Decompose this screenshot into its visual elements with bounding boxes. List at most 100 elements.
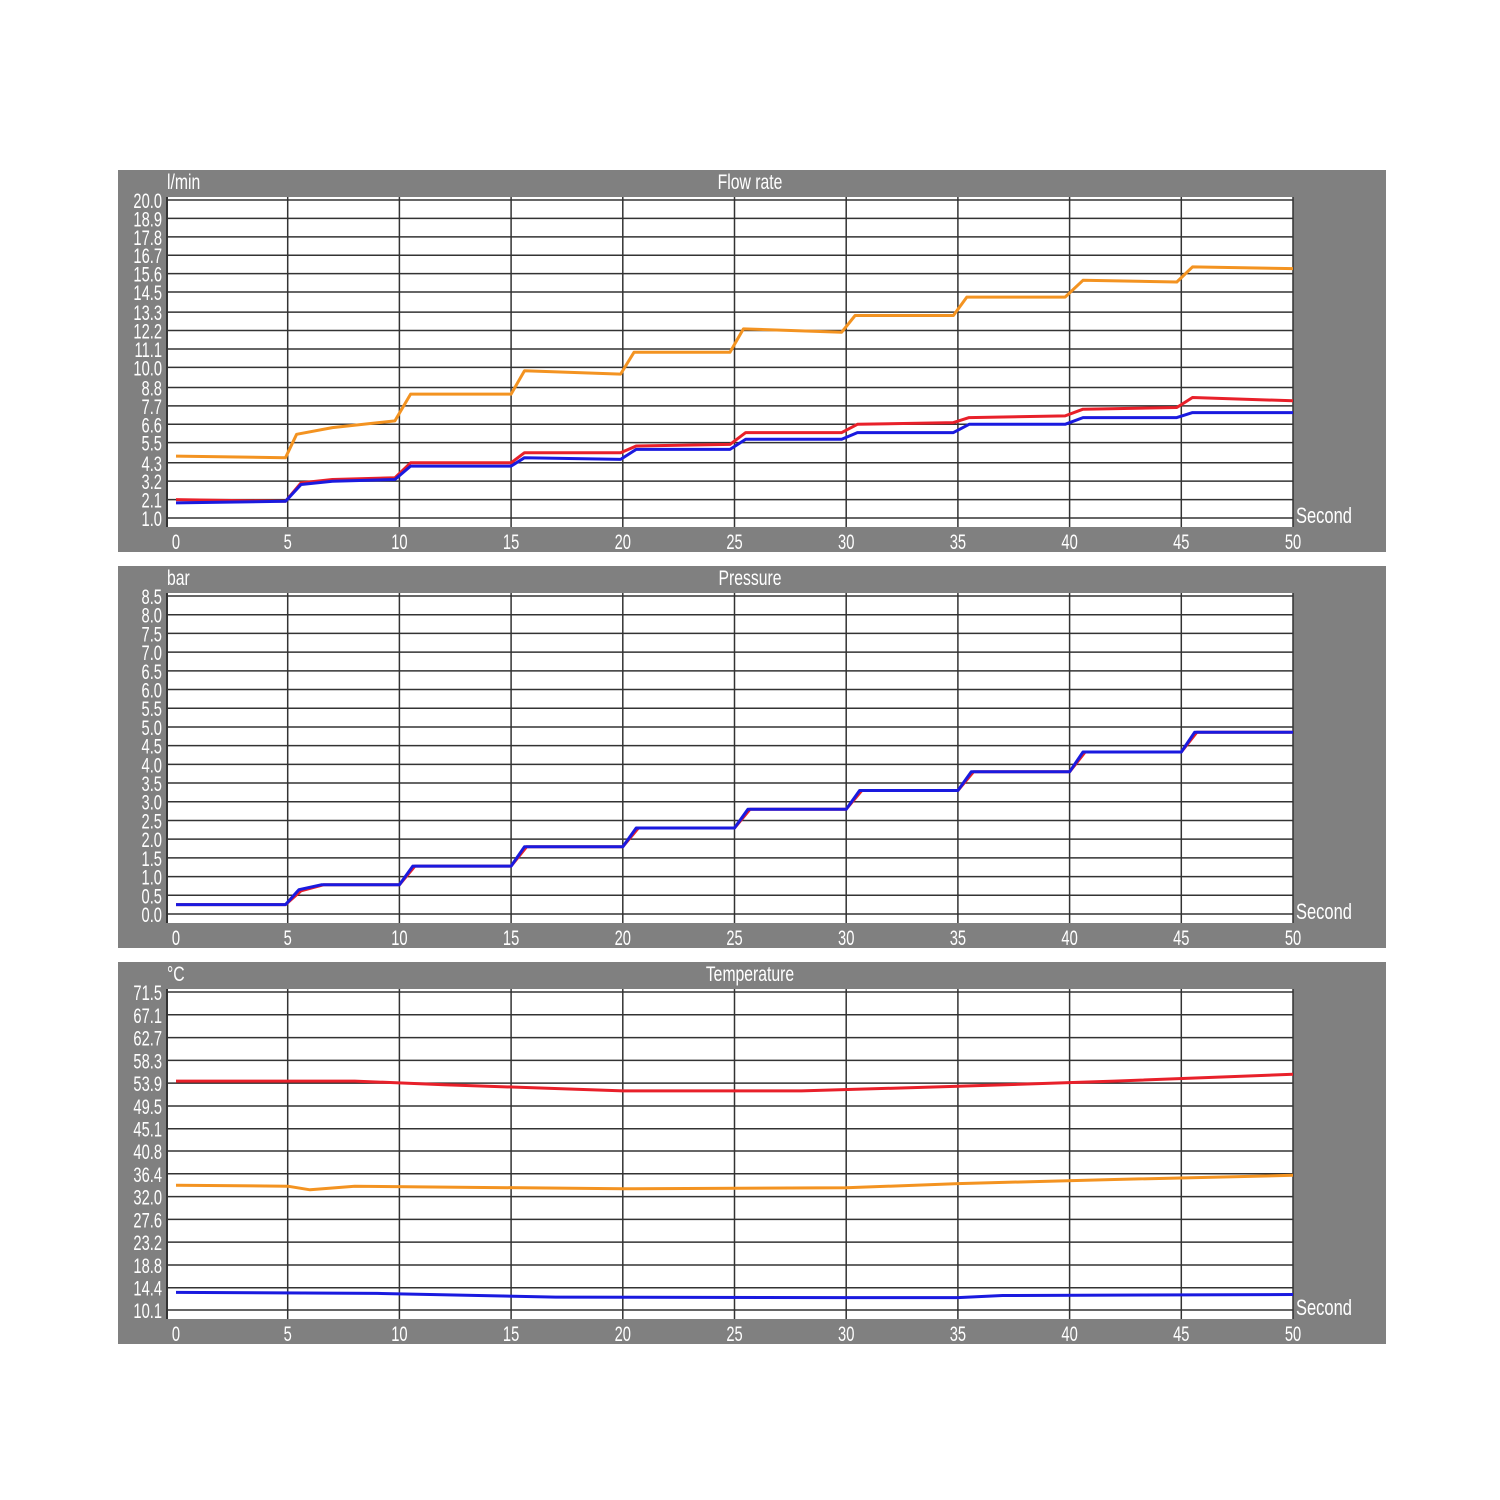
y-tick-label: 71.5 [133, 981, 162, 1004]
y-tick-label: 49.5 [133, 1095, 162, 1118]
y-axis-unit: bar [167, 566, 190, 590]
series-line-1 [175, 1173, 1294, 1192]
y-tick-label: 58.3 [133, 1050, 162, 1073]
x-tick-label: 10 [391, 530, 407, 553]
chart-title: Flow rate [718, 170, 783, 194]
x-tick-label: 35 [950, 1322, 966, 1345]
y-tick-label: 5.5 [142, 698, 162, 721]
series-line-2 [175, 1290, 1294, 1300]
x-tick-label: 35 [950, 926, 966, 949]
chart-1: 0.00.51.01.52.02.53.03.54.04.55.05.56.06… [118, 566, 1386, 950]
y-tick-label: 17.8 [133, 226, 162, 249]
y-tick-label: 4.3 [142, 452, 162, 475]
y-tick-label: 67.1 [133, 1004, 162, 1027]
y-tick-label: 32.0 [133, 1186, 162, 1209]
y-tick-label: 3.5 [142, 773, 162, 796]
x-tick-label: 5 [284, 926, 292, 949]
plot-area [167, 989, 1293, 1319]
x-axis-label: Second [1296, 900, 1352, 925]
x-tick-label: 0 [172, 530, 180, 553]
y-tick-label: 18.8 [133, 1254, 162, 1277]
y-tick-label: 14.5 [133, 282, 162, 305]
x-tick-label: 50 [1285, 926, 1301, 949]
x-tick-label: 30 [838, 1322, 854, 1345]
y-tick-label: 12.2 [133, 320, 162, 343]
x-axis-label: Second [1296, 1296, 1352, 1321]
y-tick-label: 6.6 [142, 414, 162, 437]
y-tick-label: 15.6 [133, 263, 162, 286]
chart-title: Temperature [706, 962, 794, 986]
y-tick-label: 62.7 [133, 1027, 162, 1050]
x-tick-label: 45 [1173, 926, 1189, 949]
series-line-0 [176, 1072, 1294, 1093]
y-tick-label: 36.4 [133, 1163, 162, 1186]
x-axis-label: Second [1296, 504, 1352, 529]
y-tick-label: 7.7 [142, 395, 162, 418]
y-tick-label: 4.0 [142, 754, 162, 777]
y-tick-label: 53.9 [133, 1073, 162, 1096]
x-tick-label: 10 [391, 926, 407, 949]
y-tick-label: 2.0 [142, 829, 162, 852]
x-tick-label: 20 [615, 926, 631, 949]
x-tick-label: 0 [172, 926, 180, 949]
x-tick-label: 35 [950, 530, 966, 553]
x-tick-label: 15 [503, 530, 519, 553]
chart-title: Pressure [719, 566, 782, 590]
y-tick-label: 16.7 [133, 245, 162, 268]
y-tick-label: 10.1 [133, 1299, 162, 1322]
x-tick-label: 30 [838, 926, 854, 949]
x-tick-label: 25 [726, 530, 742, 553]
y-tick-label: 1.5 [142, 847, 162, 870]
y-tick-label: 2.5 [142, 810, 162, 833]
plot-area [167, 197, 1293, 527]
plot-area [167, 593, 1293, 923]
y-tick-label: 0.0 [142, 903, 162, 926]
series-line-1 [175, 396, 1294, 503]
y-tick-label: 23.2 [133, 1232, 162, 1255]
y-tick-label: 40.8 [133, 1140, 162, 1163]
y-tick-label: 18.9 [133, 208, 162, 231]
y-tick-label: 45.1 [133, 1118, 162, 1141]
x-tick-label: 30 [838, 530, 854, 553]
y-tick-label: 0.5 [142, 885, 162, 908]
y-tick-label: 3.2 [142, 471, 162, 494]
y-tick-label: 5.0 [142, 716, 162, 739]
series-line-2 [175, 411, 1293, 505]
y-tick-label: 1.0 [142, 507, 162, 530]
y-tick-label: 8.0 [142, 604, 162, 627]
y-tick-label: 20.0 [133, 189, 162, 212]
y-tick-label: 8.8 [142, 377, 162, 400]
x-tick-label: 20 [615, 530, 631, 553]
x-tick-label: 25 [726, 926, 742, 949]
x-tick-label: 40 [1061, 926, 1077, 949]
x-tick-label: 50 [1285, 1322, 1301, 1345]
x-tick-label: 50 [1285, 530, 1301, 553]
x-tick-label: 15 [503, 1322, 519, 1345]
series-line-1 [176, 730, 1293, 907]
y-tick-label: 6.0 [142, 679, 162, 702]
y-tick-label: 14.4 [133, 1277, 162, 1300]
y-tick-label: 10.0 [133, 357, 162, 380]
x-tick-label: 45 [1173, 1322, 1189, 1345]
y-tick-label: 1.0 [142, 866, 162, 889]
y-tick-label: 27.6 [133, 1209, 162, 1232]
x-tick-label: 5 [284, 1322, 292, 1345]
y-axis-unit: l/min [167, 170, 200, 194]
x-tick-label: 45 [1173, 530, 1189, 553]
x-tick-label: 40 [1061, 530, 1077, 553]
x-tick-label: 5 [284, 530, 292, 553]
y-tick-label: 7.5 [142, 623, 162, 646]
x-tick-label: 25 [726, 1322, 742, 1345]
y-tick-label: 11.1 [135, 338, 162, 361]
series-line-0 [175, 265, 1294, 460]
y-tick-label: 6.5 [142, 660, 162, 683]
x-tick-label: 20 [615, 1322, 631, 1345]
y-tick-label: 8.5 [142, 585, 162, 608]
chart-0: 1.02.13.24.35.56.67.78.810.011.112.213.3… [118, 170, 1386, 554]
x-tick-label: 15 [503, 926, 519, 949]
y-tick-label: 3.0 [142, 791, 162, 814]
y-axis-unit: °C [167, 962, 185, 986]
y-tick-label: 13.3 [133, 302, 162, 325]
y-tick-label: 5.5 [142, 432, 162, 455]
x-tick-label: 40 [1061, 1322, 1077, 1345]
